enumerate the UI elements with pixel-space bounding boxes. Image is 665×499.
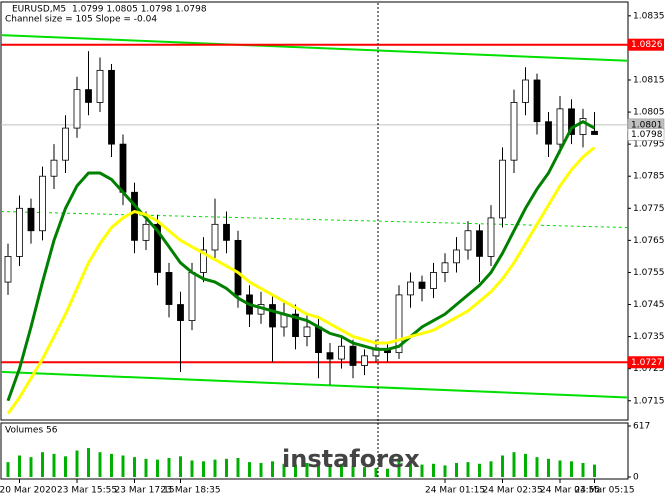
y-tick-label: 1.0775 [633, 204, 665, 214]
candle-body [142, 223, 150, 241]
candle-body [39, 175, 46, 232]
level-label: 1.0727 [631, 358, 663, 368]
candle-body [85, 89, 92, 103]
candle-body [522, 79, 529, 103]
candle-body [476, 230, 483, 257]
y-tick-label: 1.0715 [633, 396, 665, 406]
y-tick-label: 1.0815 [633, 75, 665, 85]
candle-body [234, 239, 242, 296]
y-tick-label: 1.0735 [633, 332, 665, 342]
x-tick-label: 24 Mar 02:35 [483, 486, 543, 496]
x-tick-label: 20 Mar 2020 [0, 486, 57, 496]
candle-body [568, 108, 575, 135]
candle-body [303, 326, 311, 338]
y-tick-label: 1.0835 [633, 11, 665, 21]
y-tick-label: 1.0725 [633, 364, 665, 374]
candle-body [591, 130, 598, 135]
candle-body [269, 304, 276, 328]
candle-body [131, 191, 138, 241]
candle-body [453, 249, 460, 264]
candle-body [62, 127, 69, 161]
candle-body [510, 102, 518, 161]
candle-body [315, 326, 322, 354]
candle-body [487, 217, 495, 257]
indicator-label: Channel size = 105 Slope = -0.04 [5, 15, 157, 25]
candle-body [349, 345, 357, 366]
candle-body [361, 355, 368, 366]
price-label-box [627, 128, 665, 141]
volume-frame [0, 422, 629, 480]
candle-body [108, 69, 115, 145]
price-label: 1.0801 [631, 120, 663, 130]
x-tick-label: 24 Mar 01:15 [425, 486, 485, 496]
level-label-box [628, 38, 664, 51]
price-label: 1.0798 [631, 130, 663, 140]
candle-body [292, 313, 299, 337]
y-tick-label: 1.0755 [633, 268, 665, 278]
x-tick-label: 23 Mar 15:55 [57, 486, 117, 496]
y-tick-label: 1.0745 [633, 300, 665, 310]
candle-body [165, 272, 173, 305]
candle-body [579, 118, 587, 135]
moving-average [6, 119, 596, 402]
channel-line [0, 211, 629, 229]
watermark: instaforex [282, 445, 420, 473]
candle-body [395, 294, 403, 354]
candle-body [4, 256, 12, 283]
quote: 1.0799 1.0805 1.0798 1.0798 [72, 5, 207, 15]
candle-body [223, 223, 230, 241]
candle-body [188, 272, 196, 321]
channel-line [0, 34, 629, 62]
candle-body [73, 89, 81, 129]
candle-body [499, 159, 506, 219]
volume-label: Volumes 56 [5, 426, 58, 436]
x-tick-label: 23 Mar 17:15 [115, 486, 175, 496]
level-label: 1.0826 [631, 40, 663, 50]
x-tick-label: 23 Mar 18:35 [161, 486, 221, 496]
candle-body [50, 159, 58, 177]
price-frame [0, 1, 629, 421]
candle-body [326, 352, 334, 360]
candle-body [96, 69, 104, 103]
channel-line [0, 370, 629, 399]
candle-body [177, 304, 184, 321]
y-tick-label: 1.0785 [633, 172, 665, 182]
candle-body [441, 262, 449, 273]
x-tick-label: 24 Mar 05:15 [575, 486, 635, 496]
candle-body [556, 108, 564, 145]
candle-body [27, 207, 35, 232]
candle-body [418, 281, 426, 289]
candle-body [338, 345, 345, 360]
candle-body [545, 121, 552, 145]
x-tick-label: 24 Mar 03:55 [540, 486, 600, 496]
candle-body [464, 230, 472, 251]
candle-body [430, 272, 437, 289]
candle-body [407, 281, 414, 296]
candle-body [119, 143, 127, 193]
y-tick-label: 1.0765 [633, 236, 665, 246]
volume-tick-label: 617 [633, 422, 650, 432]
candle-body [533, 79, 541, 123]
candle-body [16, 207, 23, 257]
moving-average [6, 146, 596, 415]
candle-body [200, 249, 207, 273]
level-label-box [628, 356, 664, 369]
chart-title: EURUSD,M5 [12, 5, 66, 15]
volume-tick-label: 0 [633, 473, 639, 483]
candle-body [154, 223, 161, 273]
y-tick-label: 1.0795 [633, 140, 665, 150]
y-tick-label: 1.0805 [633, 108, 665, 118]
candle-body [211, 223, 219, 251]
